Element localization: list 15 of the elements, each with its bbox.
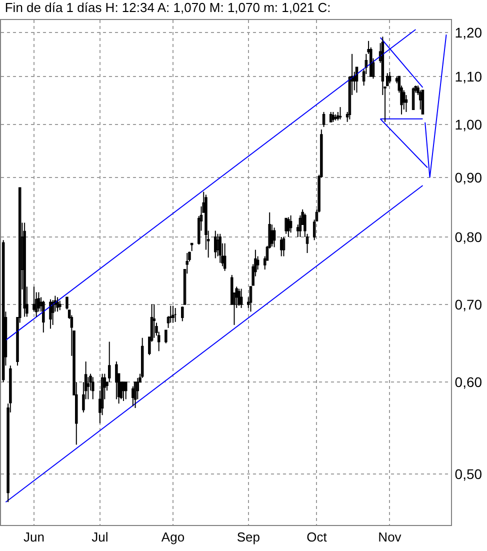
x-tick-label: Jul — [92, 530, 108, 545]
y-tick-label: 0,50 — [454, 466, 482, 482]
x-tick-label: Sep — [236, 530, 260, 545]
x-tick-label: Oct — [306, 530, 328, 545]
y-tick-label: 0,70 — [454, 296, 482, 312]
x-tick-label: Jun — [23, 530, 44, 545]
y-tick-label: 1,00 — [454, 116, 482, 132]
x-tick-label: Nov — [378, 530, 402, 545]
y-tick-label: 0,80 — [454, 228, 482, 245]
y-tick-label: 1,10 — [454, 68, 482, 84]
x-tick-label: Ago — [161, 530, 185, 545]
y-tick-label: 0,60 — [454, 374, 482, 390]
y-tick-label: 1,20 — [454, 24, 482, 40]
chart-title: Fin de día 1 días H: 12:34 A: 1,070 M: 1,070 m: 1,021 C: — [4, 0, 331, 15]
y-tick-label: 0,90 — [454, 169, 482, 186]
